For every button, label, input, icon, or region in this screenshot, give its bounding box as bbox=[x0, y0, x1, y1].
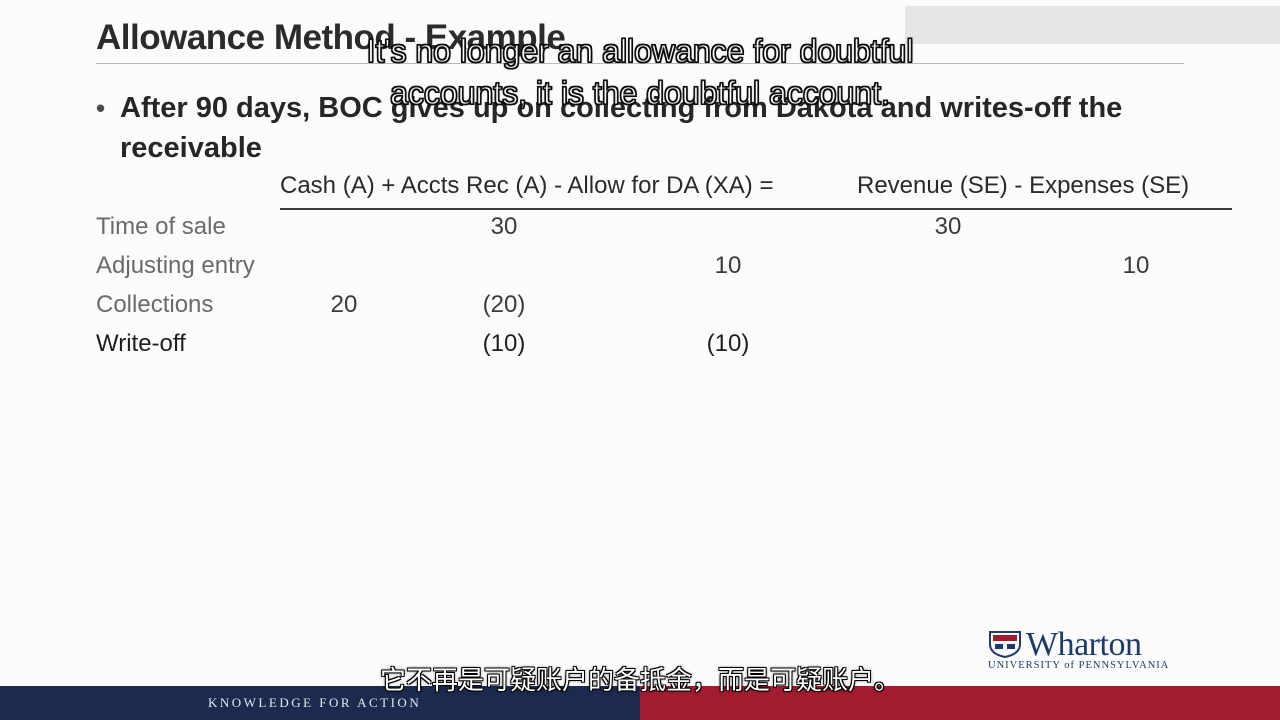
english-subtitle-line-2: accounts, it is the doubtful account. bbox=[389, 74, 890, 111]
cell-collections-cash: 20 bbox=[330, 291, 358, 318]
cell-adjusting-entry-expenses: 10 bbox=[1122, 252, 1150, 279]
row-label-collections: Collections bbox=[96, 291, 214, 318]
caption-overlay-box bbox=[905, 6, 1280, 44]
footer-tagline: KNOWLEDGE FOR ACTION bbox=[208, 695, 422, 710]
row-label-time-of-sale: Time of sale bbox=[96, 213, 226, 240]
english-subtitle: It's no longer an allowance for doubtful… bbox=[200, 30, 1080, 114]
bullet-dot-icon: • bbox=[96, 93, 106, 123]
cell-write-off-ar: (10) bbox=[482, 330, 526, 357]
bullet-text: After 90 days, BOC gives up on collectin… bbox=[120, 92, 1123, 164]
footer-bar-red bbox=[640, 686, 1280, 720]
equation-header-assets: Cash (A) + Accts Rec (A) - Allow for DA … bbox=[280, 172, 774, 199]
cell-collections-ar: (20) bbox=[482, 291, 526, 318]
header-underline bbox=[280, 208, 1232, 210]
cell-time-of-sale-revenue: 30 bbox=[934, 213, 962, 240]
wharton-logo: Wharton UNIVERSITY of PENNSYLVANIA bbox=[988, 626, 1198, 672]
penn-shield-icon bbox=[989, 631, 1021, 658]
logo-wordmark: Wharton bbox=[1026, 626, 1142, 663]
row-label-adjusting-entry: Adjusting entry bbox=[96, 252, 255, 279]
cell-adjusting-entry-allow: 10 bbox=[714, 252, 742, 279]
logo-subtitle: UNIVERSITY of PENNSYLVANIA bbox=[988, 660, 1170, 671]
bullet-point: • After 90 days, BOC gives up on collect… bbox=[96, 88, 1196, 168]
cell-write-off-allow: (10) bbox=[706, 330, 750, 357]
chinese-subtitle: 它不再是可疑账户的备抵金，而是可疑账户。 bbox=[379, 666, 900, 696]
cell-time-of-sale-ar: 30 bbox=[490, 213, 518, 240]
slide-title: Allowance Method - Example bbox=[96, 18, 566, 57]
footer-bar-navy bbox=[0, 686, 640, 720]
row-label-write-off: Write-off bbox=[96, 330, 186, 357]
equation-header-equity: Revenue (SE) - Expenses (SE) bbox=[857, 172, 1190, 199]
english-subtitle-line-1: It's no longer an allowance for doubtful bbox=[366, 32, 914, 69]
title-divider bbox=[96, 63, 1184, 64]
